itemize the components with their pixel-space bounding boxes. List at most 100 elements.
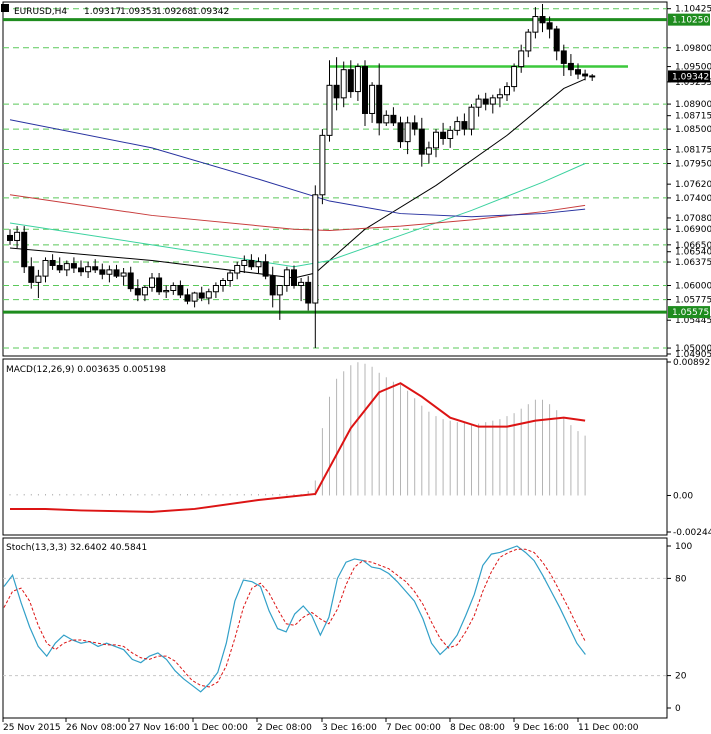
time-tick-label: 9 Dec 16:00 (514, 723, 569, 733)
price-label-box (668, 306, 710, 319)
price-tick-label: 1.08175 (675, 145, 711, 155)
candle-body (170, 285, 177, 292)
stoch-tick-label: 80 (675, 574, 687, 584)
candle-body (234, 264, 241, 274)
candle-body (362, 66, 368, 114)
macd-frame (2, 358, 668, 536)
candle-body (433, 131, 439, 149)
macd-signal-line (10, 382, 586, 513)
moving-average-line (9, 194, 586, 231)
price-tick-label: 1.05000 (675, 344, 711, 354)
candle-body (248, 259, 255, 268)
ohlc-close: 1.09342 (192, 7, 229, 17)
candle-body (589, 75, 596, 78)
candle-body (575, 69, 581, 75)
candle-body (319, 134, 326, 196)
candle-body (539, 16, 546, 24)
ohlc-low: 1.09268 (156, 7, 193, 17)
candle-body (212, 285, 219, 293)
candle-body (191, 292, 198, 302)
candle-body (269, 275, 276, 296)
candle-body (425, 147, 432, 155)
candle-body (376, 84, 383, 124)
candle-body (461, 121, 468, 130)
time-tick-label: 8 Dec 08:00 (450, 723, 505, 733)
candle-body (49, 259, 56, 266)
price-label-box (668, 70, 710, 83)
stoch-signal-line (3, 548, 586, 688)
candle-body (567, 62, 574, 71)
candle-body (21, 231, 28, 268)
candle-body (496, 94, 503, 99)
candle-body (255, 261, 262, 268)
price-tick-label: 1.04905 (675, 350, 711, 360)
candle-body (390, 114, 397, 124)
price-label-highlight: 1.09342 (672, 72, 709, 82)
candle-body (113, 269, 120, 277)
price-tick-label: 1.06900 (675, 225, 711, 235)
price-tick-label: 1.06540 (675, 248, 711, 258)
candle-body (99, 269, 106, 275)
collapse-triangle-icon[interactable] (1, 4, 9, 12)
candle-body (553, 28, 560, 52)
candle-body (63, 263, 70, 271)
candle-body (262, 261, 269, 277)
candle-body (326, 84, 333, 136)
candle-body (475, 98, 482, 108)
time-tick-label: 26 Nov 08:00 (66, 723, 127, 733)
candle-body (156, 277, 163, 293)
candle-body (291, 269, 297, 287)
candle-body (283, 269, 290, 287)
candle-body (184, 294, 191, 302)
candle-body (582, 73, 589, 77)
time-tick-label: 25 Nov 2015 (3, 723, 61, 733)
price-tick-label: 1.05775 (675, 296, 711, 306)
candle-body (7, 234, 13, 241)
candle-body (532, 16, 539, 33)
candle-body (418, 128, 425, 155)
indicator-labels: EURUSD,H4 1.09317 1.09353 1.09268 1.0934… (1, 4, 229, 553)
candle-body (28, 266, 35, 283)
candle-body (227, 272, 234, 281)
price-tick-label: 1.06650 (675, 241, 711, 251)
price-tick-label: 1.07400 (675, 194, 711, 204)
candle-body (468, 106, 475, 130)
stoch-frame (2, 537, 668, 719)
price-panel: 1.10425 1.09800 1.09500 1.09255 1.08900 1.087… (2, 1, 711, 360)
candle-body (241, 259, 248, 266)
candle-body (333, 84, 340, 99)
candle-body (14, 231, 21, 241)
price-tick-label: 1.07950 (675, 160, 711, 170)
stoch-main-line (3, 545, 586, 693)
ohlc-open: 1.09317 (84, 7, 121, 17)
stoch-label: Stoch(13,3,3) 32.6402 40.5841 (6, 543, 147, 553)
price-tick-label: 1.06000 (675, 282, 711, 292)
price-tick-label: 1.06375 (675, 258, 711, 268)
stoch-tick-label: 20 (675, 672, 687, 682)
price-tick-label: 1.10425 (675, 5, 711, 15)
candle-body (141, 286, 148, 296)
candle-body (120, 272, 127, 277)
stoch-tick-label: 0 (675, 704, 681, 714)
time-tick-label: 3 Dec 16:00 (322, 723, 377, 733)
candle-body (70, 263, 77, 269)
candle-body (560, 50, 567, 64)
price-tick-label: 1.07620 (675, 180, 711, 190)
candle-body (369, 84, 376, 114)
price-tick-label: 1.09255 (675, 78, 711, 88)
price-tick-label: 1.09500 (675, 63, 711, 73)
instrument-info: EURUSD,H4 (14, 7, 67, 17)
candle-body (42, 259, 49, 277)
macd-tick-label: 0.00 (673, 491, 693, 501)
price-tick-label: 1.08900 (675, 100, 711, 110)
candle-body (276, 285, 283, 296)
candle-body (85, 266, 92, 273)
time-tick-label: 11 Dec 00:00 (578, 723, 639, 733)
price-tick-label: 1.07080 (675, 214, 711, 224)
time-tick-label: 1 Dec 00:00 (193, 723, 248, 733)
candle-body (298, 281, 305, 287)
candle-body (305, 281, 312, 304)
